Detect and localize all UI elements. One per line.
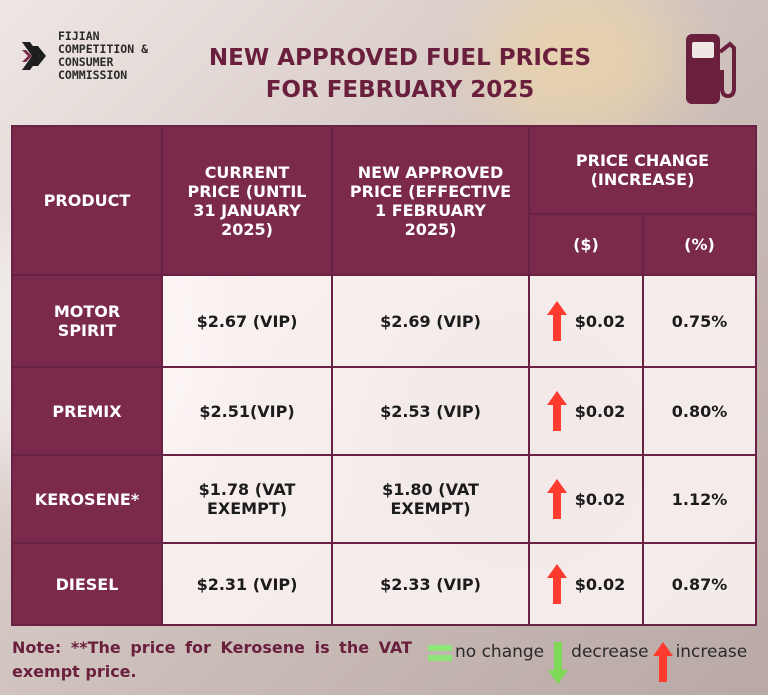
increase-arrow-icon xyxy=(546,391,567,431)
header-change-percent: (%) xyxy=(641,213,758,276)
current-price-cell: $2.67 (VIP) xyxy=(161,274,333,368)
logo-line: CONSUMER xyxy=(58,55,114,69)
legend-increase-label: increase xyxy=(675,642,748,662)
page-title: NEW APPROVED FUEL PRICES FOR FEBRUARY 20… xyxy=(190,42,610,106)
header: FIJIAN COMPETITION & CONSUMER COMMISSION… xyxy=(0,0,768,125)
increase-arrow-icon xyxy=(546,564,567,604)
logo-line: COMMISSION xyxy=(58,68,128,82)
logo: FIJIAN COMPETITION & CONSUMER COMMISSION xyxy=(22,30,168,82)
new-price-cell: $2.69 (VIP) xyxy=(331,274,530,368)
legend-decrease-label: decrease xyxy=(571,642,649,662)
kerosene-note: Note: **The price for Kerosene is the VA… xyxy=(12,638,412,681)
header-product: PRODUCT xyxy=(11,125,163,276)
change-percent-cell: 0.87% xyxy=(641,542,758,626)
legend-increase: increase xyxy=(652,642,748,682)
change-dollar-cell: $0.02 xyxy=(528,454,644,544)
change-wrapper: $0.02 xyxy=(530,479,642,519)
title-line-1: NEW APPROVED FUEL PRICES xyxy=(208,45,592,71)
legend-no-change-label: no change xyxy=(455,642,545,662)
product-cell: DIESEL xyxy=(11,542,163,626)
increase-arrow-icon xyxy=(652,642,673,682)
change-value: $0.02 xyxy=(574,401,626,421)
change-value: $0.02 xyxy=(574,574,626,594)
change-dollar-cell: $0.02 xyxy=(528,366,644,456)
table-row: MOTOR SPIRIT $2.67 (VIP) $2.69 (VIP) $0.… xyxy=(11,274,758,368)
header-change-dollar: ($) xyxy=(528,213,644,276)
increase-arrow-icon xyxy=(546,301,567,341)
decrease-arrow-icon xyxy=(548,642,569,684)
logo-text: FIJIAN COMPETITION & CONSUMER COMMISSION xyxy=(58,30,168,82)
change-percent-cell: 0.80% xyxy=(641,366,758,456)
table-row: PREMIX $2.51(VIP) $2.53 (VIP) $0.02 0.80… xyxy=(11,366,758,456)
new-price-cell: $2.33 (VIP) xyxy=(331,542,530,626)
logo-line: FIJIAN xyxy=(58,29,100,43)
table-row: DIESEL $2.31 (VIP) $2.33 (VIP) $0.02 0.8… xyxy=(11,542,758,626)
logo-line: COMPETITION & xyxy=(58,42,149,56)
legend-decrease: decrease xyxy=(548,642,649,684)
fuel-price-table: PRODUCT CURRENT PRICE (UNTIL 31 JANUARY … xyxy=(11,125,758,626)
new-price-cell: $1.80 (VAT EXEMPT) xyxy=(331,454,530,544)
fuel-pump-icon xyxy=(686,34,736,104)
change-wrapper: $0.02 xyxy=(530,391,642,431)
table-row: KEROSENE* $1.78 (VAT EXEMPT) $1.80 (VAT … xyxy=(11,454,758,544)
logo-chevron-icon xyxy=(22,42,46,70)
header-price-change: PRICE CHANGE (INCREASE) xyxy=(527,125,758,215)
change-percent-cell: 1.12% xyxy=(641,454,758,544)
change-value: $0.02 xyxy=(574,311,626,331)
title-line-2: FOR FEBRUARY 2025 xyxy=(265,77,535,103)
product-cell: MOTOR SPIRIT xyxy=(11,274,163,368)
current-price-cell: $1.78 (VAT EXEMPT) xyxy=(161,454,333,544)
change-wrapper: $0.02 xyxy=(530,301,642,341)
product-cell: PREMIX xyxy=(11,366,163,456)
change-wrapper: $0.02 xyxy=(530,564,642,604)
change-value: $0.02 xyxy=(574,489,626,509)
legend-no-change: no change xyxy=(428,642,544,662)
equals-icon xyxy=(428,645,452,661)
current-price-cell: $2.51(VIP) xyxy=(161,366,333,456)
header-current-price: CURRENT PRICE (UNTIL 31 JANUARY 2025) xyxy=(161,125,333,276)
change-percent-cell: 0.75% xyxy=(641,274,758,368)
change-dollar-cell: $0.02 xyxy=(528,542,644,626)
increase-arrow-icon xyxy=(546,479,567,519)
product-cell: KEROSENE* xyxy=(11,454,163,544)
change-dollar-cell: $0.02 xyxy=(528,274,644,368)
new-price-cell: $2.53 (VIP) xyxy=(331,366,530,456)
current-price-cell: $2.31 (VIP) xyxy=(161,542,333,626)
legend: no change decrease increase xyxy=(428,642,747,684)
header-new-price: NEW APPROVED PRICE (EFFECTIVE 1 FEBRUARY… xyxy=(331,125,530,276)
